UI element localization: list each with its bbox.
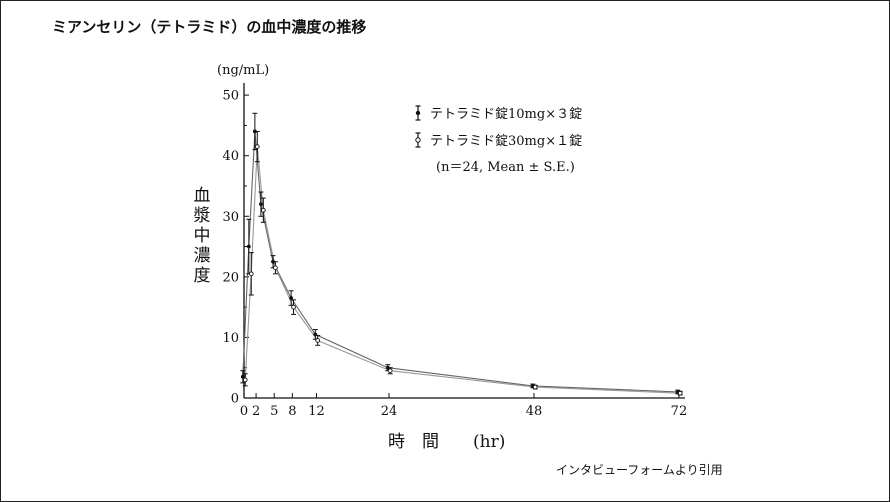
source-note: インタビューフォームより引用 <box>556 463 723 477</box>
x-tick-label: 72 <box>671 404 688 419</box>
data-point-filled <box>259 202 263 207</box>
chart-series-lines <box>242 131 681 394</box>
series-line-2 <box>244 146 681 394</box>
x-tick-label: 48 <box>526 404 543 419</box>
data-point-open <box>532 384 538 390</box>
data-point-open <box>291 304 296 310</box>
series-line-1 <box>242 131 678 393</box>
data-point-filled <box>246 244 251 249</box>
legend-marker-filled <box>415 104 421 121</box>
x-tick-label: 0 <box>240 404 248 419</box>
data-point-filled <box>240 374 245 379</box>
legend: テトラミド錠10mg×３錠 テトラミド錠30mg×１錠 (n＝24, Mean … <box>414 99 582 177</box>
y-axis-label: 血漿中濃度 <box>193 186 211 286</box>
x-tick-label: 12 <box>308 404 325 419</box>
y-axis-unit: (ng/mL) <box>217 63 270 78</box>
data-point-open <box>248 271 254 277</box>
data-point-open <box>387 368 393 374</box>
chart-axes: 0 10 20 30 40 50 0 2 5 8 12 24 48 72 <box>222 83 687 419</box>
data-point-open <box>242 377 248 383</box>
y-tick-label: 0 <box>231 392 239 407</box>
data-point-open <box>677 390 683 396</box>
legend-marker-open <box>415 131 421 148</box>
y-tick-label: 40 <box>222 149 239 164</box>
legend-label-series-2: テトラミド錠30mg×１錠 <box>430 134 583 149</box>
x-tick-label: 8 <box>288 404 296 419</box>
y-tick-label: 10 <box>222 331 239 346</box>
figure-title: ミアンセリン（テトラミド）の血中濃度の推移 <box>52 18 367 36</box>
legend-item-series-2: テトラミド錠30mg×１錠 <box>414 126 582 153</box>
data-point-open <box>315 338 321 343</box>
legend-label-series-1: テトラミド錠10mg×３錠 <box>430 107 583 122</box>
legend-item-series-1: テトラミド錠10mg×３錠 <box>414 99 582 126</box>
y-tick-label: 20 <box>222 270 239 285</box>
y-tick-label: 50 <box>222 89 239 104</box>
x-tick-label: 2 <box>252 404 260 419</box>
x-tick-label: 5 <box>270 404 278 419</box>
data-point-open <box>260 207 266 213</box>
x-tick-label: 24 <box>381 404 398 419</box>
y-tick-label: 30 <box>222 210 239 225</box>
data-point-filled <box>289 296 294 300</box>
data-point-open <box>254 144 260 149</box>
x-axis-label: 時 間 (hr) <box>388 432 506 452</box>
chart-series-marks <box>240 112 683 396</box>
legend-note: (n＝24, Mean ± S.E.) <box>436 159 575 175</box>
data-point-open <box>273 265 278 271</box>
